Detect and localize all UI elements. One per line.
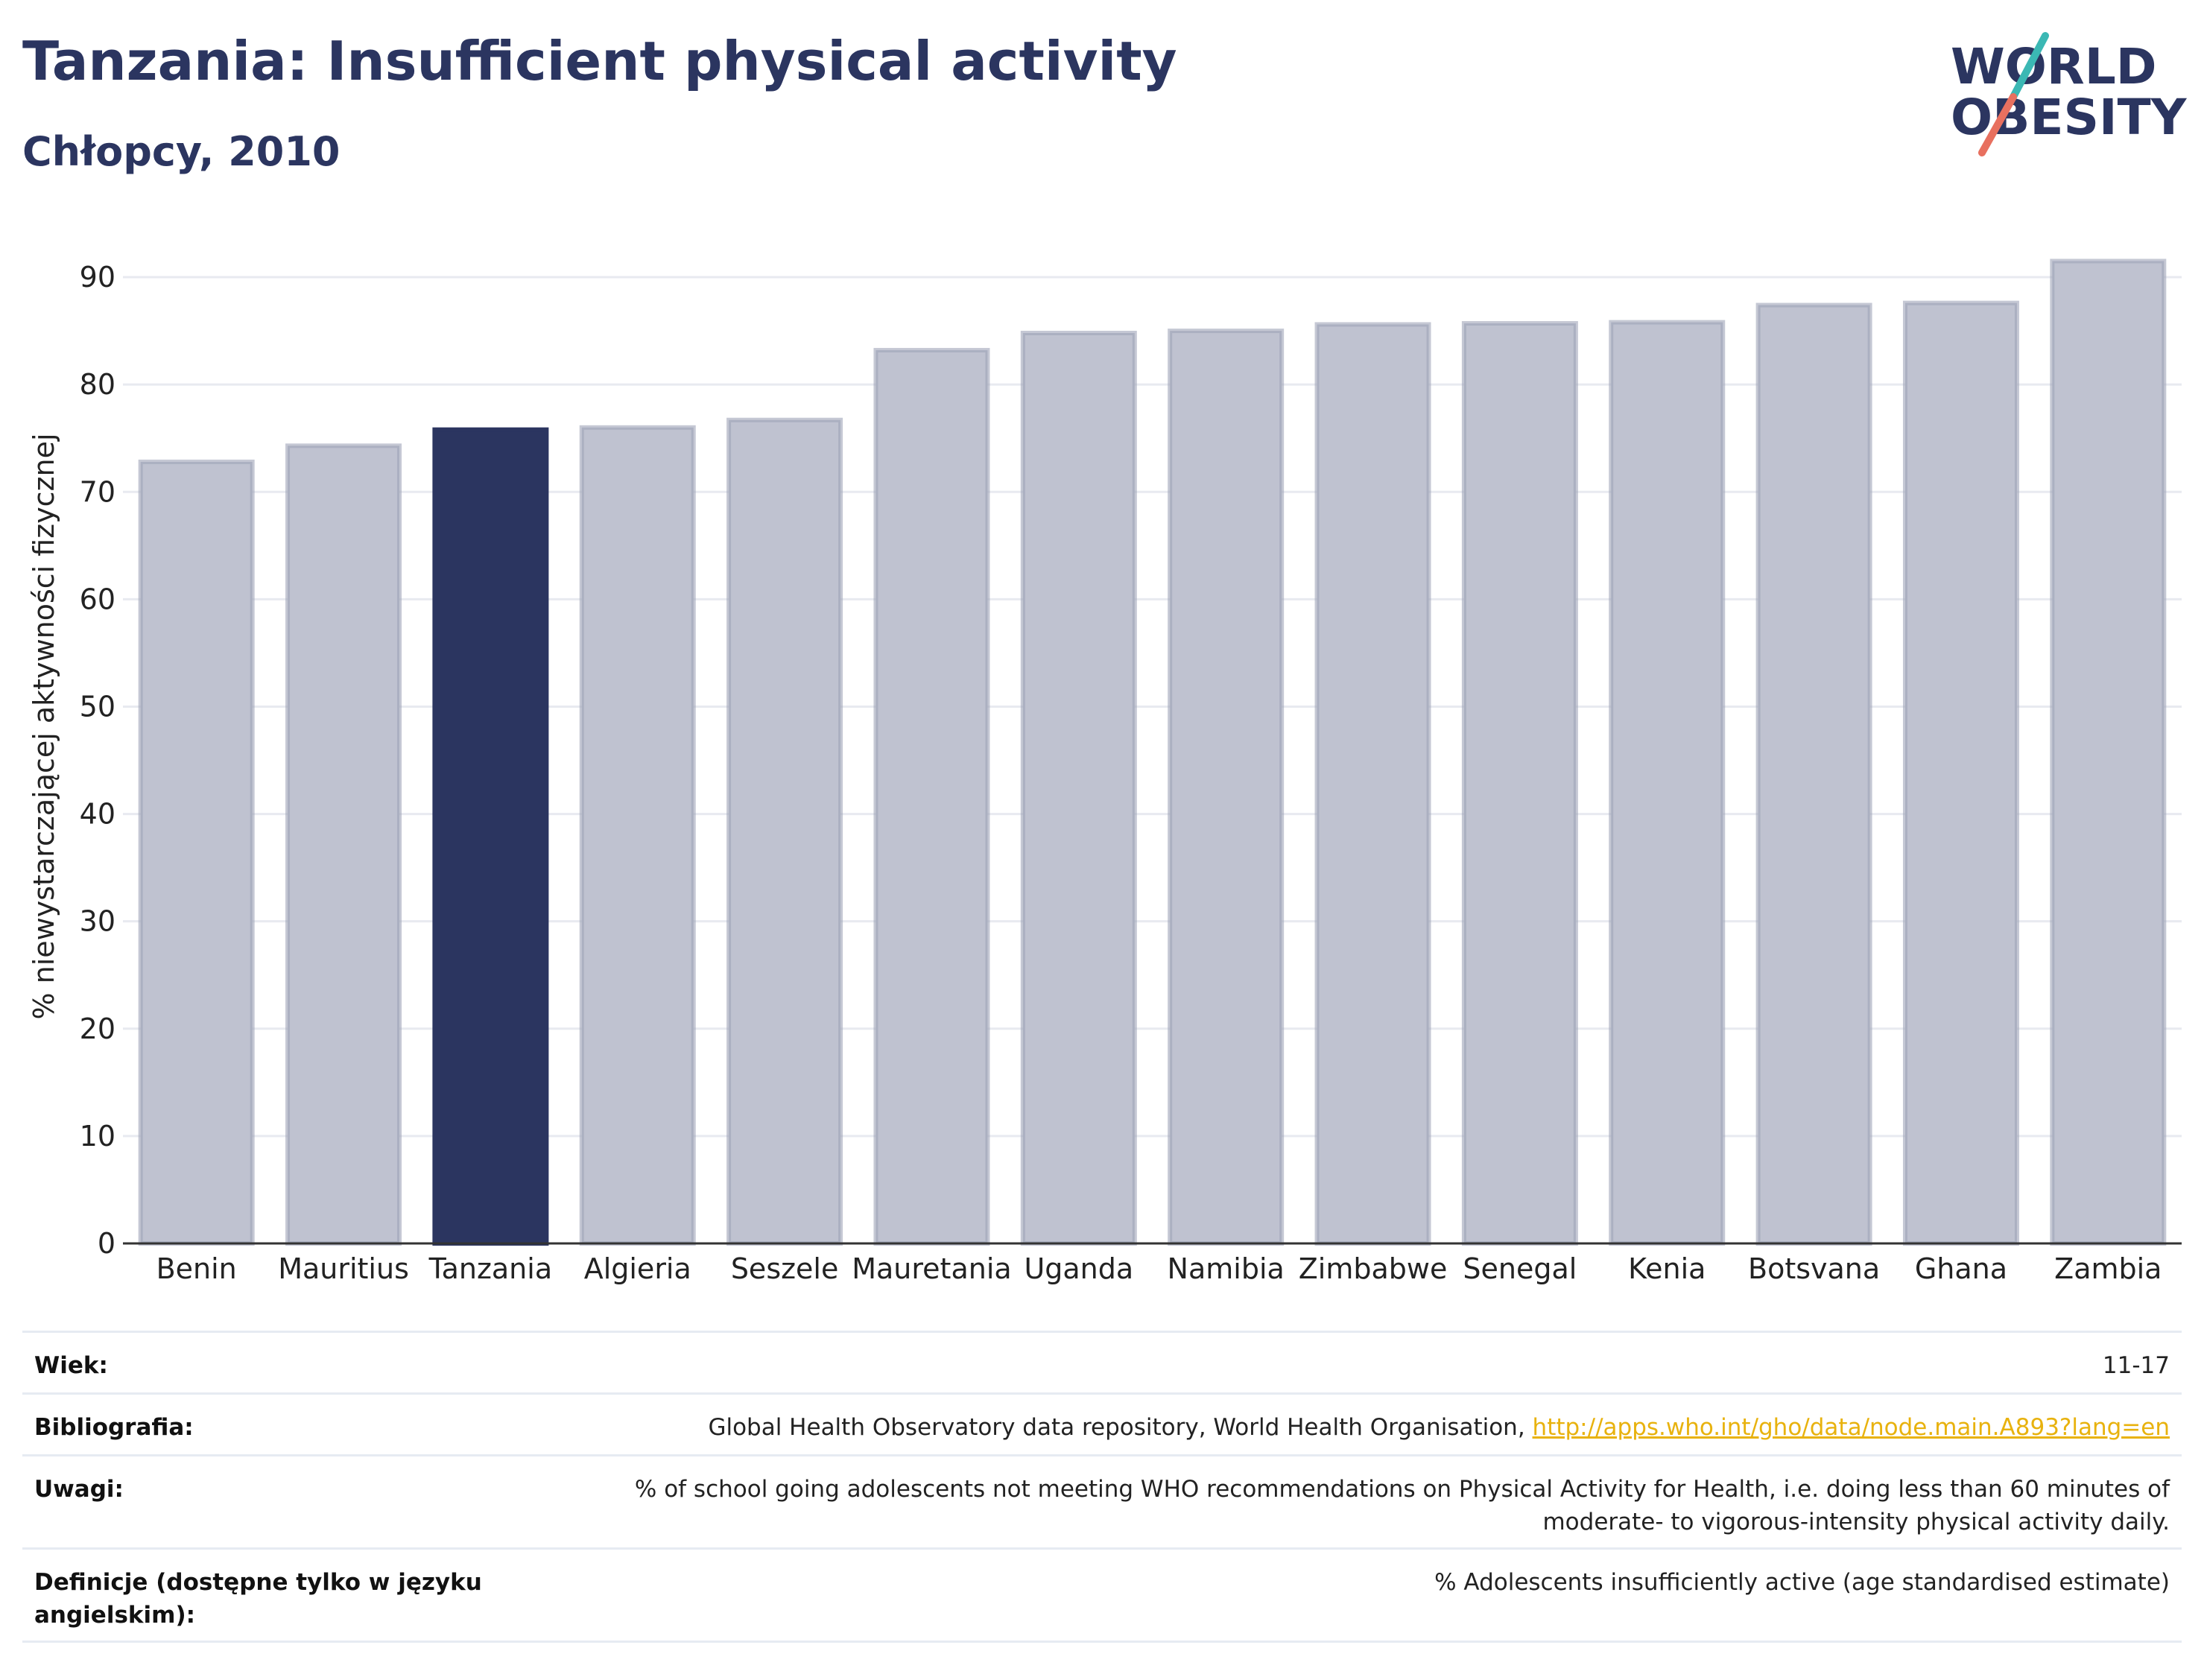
- meta-label-definitions: Definicje (dostępne tylko w języku angie…: [34, 1569, 482, 1629]
- x-tick-label-zambia: Zambia: [2054, 1252, 2162, 1285]
- grid-lines: [123, 276, 2182, 1138]
- y-tick-label-0: 0: [98, 1227, 115, 1260]
- bar-mauretania: [873, 348, 990, 1246]
- y-tick-label-10: 10: [80, 1120, 115, 1153]
- bar-seszele: [726, 417, 843, 1246]
- bar-namibia: [1168, 329, 1285, 1246]
- x-tick-label-seszele: Seszele: [731, 1252, 839, 1285]
- meta-label-bibliography: Bibliografia:: [34, 1414, 194, 1441]
- x-tick-label-botsvana: Botsvana: [1748, 1252, 1880, 1285]
- y-tick-label-70: 70: [80, 475, 115, 508]
- bar-senegal: [1461, 321, 1578, 1246]
- x-tick-label-senegal: Senegal: [1463, 1252, 1577, 1285]
- x-axis-ticks: Benin Mauritius Tanzania Algieria Seszele Mau…: [156, 1252, 2162, 1285]
- x-tick-label-algieria: Algieria: [584, 1252, 691, 1285]
- meta-label-notes: Uwagi:: [34, 1476, 124, 1503]
- meta-label-age: Wiek:: [34, 1352, 108, 1379]
- bar-ghana: [1902, 300, 2019, 1246]
- x-tick-label-mauretania: Mauretania: [852, 1252, 1011, 1285]
- x-tick-label-uganda: Uganda: [1024, 1252, 1133, 1285]
- metadata-table: Wiek: 11-17 Bibliografia: Global Health …: [22, 1331, 2182, 1643]
- chart-title: Tanzania: Insufficient physical activity: [22, 30, 1177, 92]
- y-tick-label-50: 50: [80, 690, 115, 723]
- bibliography-text: Global Health Observatory data repositor…: [708, 1414, 1533, 1441]
- meta-value-bibliography: Global Health Observatory data repositor…: [531, 1411, 2170, 1444]
- x-tick-label-ghana: Ghana: [1915, 1252, 2007, 1285]
- chart-subtitle: Chłopcy, 2010: [22, 128, 341, 175]
- bar-benin: [138, 459, 255, 1246]
- x-tick-label-benin: Benin: [156, 1252, 237, 1285]
- meta-value-age: 11-17: [2102, 1352, 2170, 1379]
- world-obesity-logo: WORLD OBESITY: [1951, 32, 2188, 156]
- bar-algieria: [579, 425, 696, 1246]
- x-tick-label-tanzania: Tanzania: [428, 1252, 552, 1285]
- y-tick-label-20: 20: [80, 1012, 115, 1045]
- meta-value-definitions: % Adolescents insufficiently active (age…: [1434, 1569, 2170, 1596]
- logo-slash-teal: [2010, 32, 2049, 101]
- x-tick-label-zimbabwe: Zimbabwe: [1299, 1252, 1448, 1285]
- x-tick-label-mauritius: Mauritius: [278, 1252, 409, 1285]
- meta-row-definitions: Definicje (dostępne tylko w języku angie…: [22, 1547, 2182, 1643]
- y-tick-label-60: 60: [80, 583, 115, 615]
- bar-tanzania: [432, 427, 549, 1246]
- meta-row-bibliography: Bibliografia: Global Health Observatory …: [22, 1392, 2182, 1454]
- bar-kenia: [1609, 320, 1726, 1246]
- logo-line-1: WORLD: [1951, 38, 2157, 95]
- meta-row-notes: Uwagi: % of school going adolescents not…: [22, 1454, 2182, 1547]
- y-axis-ticks: 0 10 20 30 40 50 60 70 80 90: [80, 261, 115, 1260]
- bar-botsvana: [1755, 302, 1872, 1246]
- bars: [138, 259, 2167, 1246]
- logo-slash-coral: [1978, 93, 2017, 156]
- x-tick-label-namibia: Namibia: [1168, 1252, 1285, 1285]
- bar-zambia: [2050, 259, 2167, 1246]
- y-tick-label-90: 90: [80, 261, 115, 294]
- y-axis-label: % niewystarczającej aktywności fizycznej: [28, 433, 60, 1019]
- bar-zimbabwe: [1314, 322, 1431, 1246]
- y-tick-label-40: 40: [80, 798, 115, 831]
- bibliography-link[interactable]: http://apps.who.int/gho/data/node.main.A…: [1532, 1414, 2170, 1441]
- y-tick-label-80: 80: [80, 368, 115, 401]
- y-tick-label-30: 30: [80, 905, 115, 938]
- meta-row-age: Wiek: 11-17: [22, 1331, 2182, 1392]
- bar-chart: 0 10 20 30 40 50 60 70 80 90 Benin Mauritius Tanzan…: [28, 259, 2182, 1285]
- x-tick-label-kenia: Kenia: [1628, 1252, 1706, 1285]
- meta-value-notes: % of school going adolescents not meetin…: [634, 1476, 2170, 1535]
- bar-mauritius: [285, 443, 402, 1246]
- bar-uganda: [1020, 330, 1137, 1246]
